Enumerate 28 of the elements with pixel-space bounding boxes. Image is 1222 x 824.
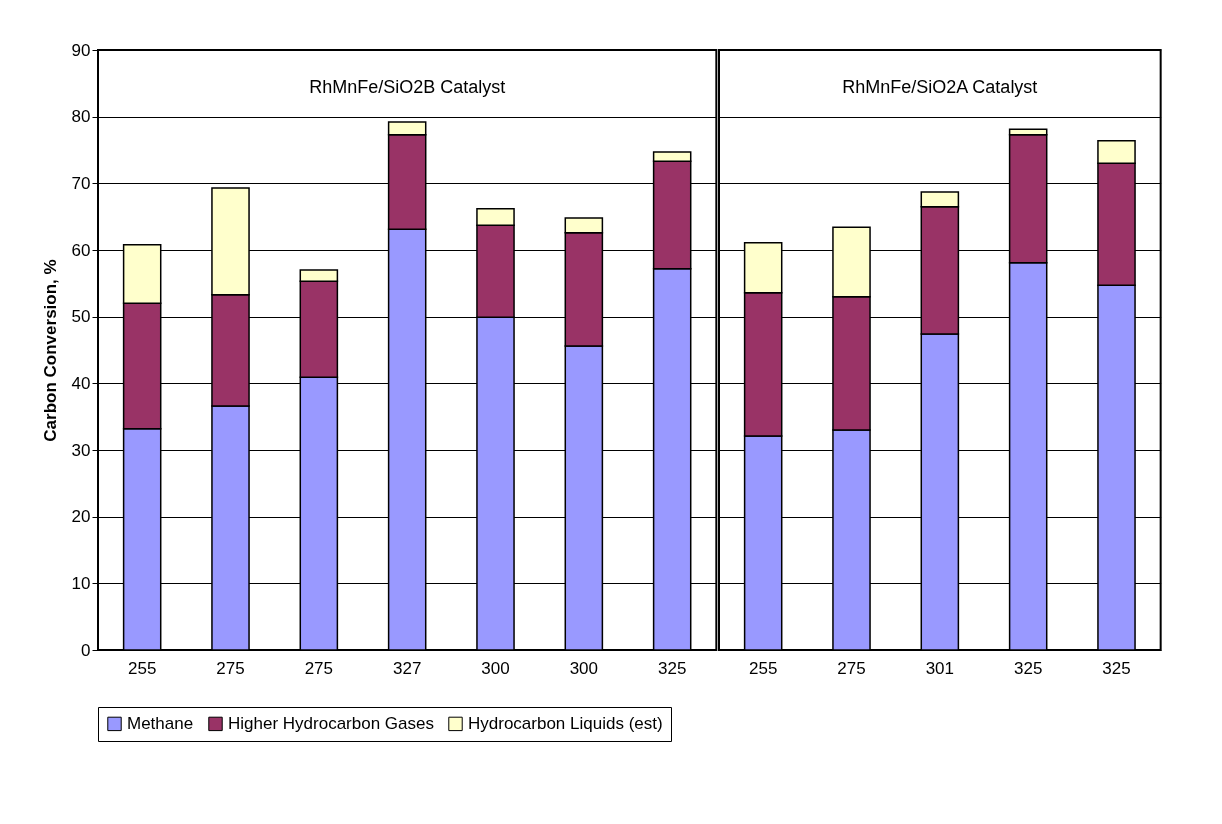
y-tick-label: 60 [71,240,91,260]
legend-label: Hydrocarbon Liquids (est) [468,713,663,733]
y-tick-label: 40 [71,373,91,393]
y-tick-label: 10 [71,573,91,593]
y-tick-label: 0 [81,640,91,660]
x-tick-label: 255 [127,658,157,678]
x-tick-label: 325 [1013,658,1043,678]
y-tick-label: 20 [71,507,91,527]
y-tick-label: 80 [71,107,91,127]
x-tick-label: 275 [216,658,245,678]
x-tick-label: 325 [1102,658,1131,678]
x-tick-label: 255 [748,658,778,678]
text: RhMnFe/SiO2A Catalyst [842,77,1038,97]
x-tick-label: 300 [569,658,599,678]
x-tick-label: 275 [304,658,334,678]
text: RhMnFe/SiO2B Catalyst [309,77,506,97]
x-tick-label: 325 [657,658,687,678]
x-tick-label: 275 [837,658,866,678]
y-tick-label: 90 [71,40,91,60]
x-tick-label: 327 [392,658,422,678]
y-tick-label: 30 [71,440,91,460]
x-tick-label: 301 [925,658,955,678]
y-axis-title: Carbon Conversion, % [40,259,60,442]
legend-label: Methane [127,713,194,733]
x-tick-label: 300 [481,658,510,678]
y-tick-label: 70 [71,173,91,193]
legend-label: Higher Hydrocarbon Gases [228,713,434,733]
y-tick-label: 50 [71,307,91,327]
